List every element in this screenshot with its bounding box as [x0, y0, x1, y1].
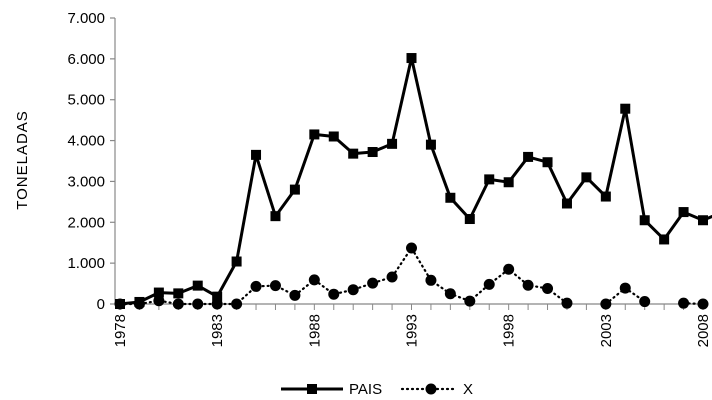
data-point	[503, 263, 515, 275]
data-point	[172, 298, 184, 310]
data-point	[308, 274, 320, 286]
y-tick-label: 2.000	[67, 214, 105, 231]
data-point	[561, 198, 572, 209]
data-point	[367, 277, 379, 289]
data-point	[348, 148, 359, 159]
x-tick-label: 1988	[306, 314, 323, 347]
x-tick-label: 1983	[209, 314, 226, 347]
y-tick-label: 1.000	[67, 255, 105, 272]
legend-item-x: X	[400, 381, 473, 398]
data-point	[367, 147, 378, 158]
data-point	[619, 282, 631, 294]
data-point	[192, 280, 203, 291]
data-point	[445, 192, 456, 203]
data-point	[542, 157, 553, 168]
data-point	[425, 139, 436, 150]
data-point	[173, 288, 184, 299]
x-tick-label: 2003	[598, 314, 615, 347]
data-point	[289, 289, 301, 301]
legend: PAIS X	[281, 381, 473, 398]
data-point	[678, 207, 689, 218]
data-point	[503, 177, 514, 188]
data-point	[561, 297, 573, 309]
data-point	[620, 103, 631, 114]
x-axis: 1978 1983 1988 1993 1998 2003 2008	[112, 303, 712, 347]
data-point	[483, 278, 495, 290]
data-point	[406, 242, 417, 254]
data-point	[114, 298, 126, 310]
data-point	[600, 191, 611, 202]
data-point	[639, 296, 651, 308]
y-tick-label: 3.000	[67, 173, 105, 190]
data-point	[581, 172, 592, 183]
legend-label: PAIS	[349, 381, 382, 398]
data-point	[425, 274, 437, 286]
data-point	[269, 280, 281, 292]
data-point	[386, 271, 398, 283]
x-tick-label: 1993	[404, 314, 421, 347]
legend-marker	[425, 383, 437, 395]
data-point	[523, 151, 534, 162]
data-point	[522, 279, 534, 291]
data-point	[542, 282, 554, 294]
data-point	[309, 129, 320, 140]
data-point	[250, 280, 262, 292]
legend-item-pais: PAIS	[281, 381, 382, 398]
data-point	[698, 215, 708, 226]
x-tick-label: 2008	[695, 314, 712, 347]
data-point	[270, 211, 281, 222]
data-point	[212, 291, 223, 302]
y-tick-label: 6.000	[67, 51, 105, 68]
data-point	[231, 298, 243, 310]
y-axis-title: TONELADAS	[14, 110, 31, 210]
plot-area	[114, 53, 712, 310]
data-point	[464, 214, 475, 225]
series-line	[119, 56, 712, 306]
data-point	[192, 298, 204, 310]
data-point	[444, 288, 456, 300]
data-point	[211, 298, 223, 310]
data-point	[328, 131, 339, 142]
legend-marker	[307, 384, 317, 394]
x-tick-label: 1998	[501, 314, 518, 347]
legend-label: X	[463, 381, 473, 398]
x-tick-label: 1978	[112, 314, 129, 347]
data-point	[231, 256, 242, 267]
data-point	[639, 215, 650, 226]
data-point	[251, 149, 262, 160]
data-point	[697, 298, 709, 310]
y-tick-label: 7.000	[67, 10, 105, 27]
data-point	[153, 295, 165, 307]
series-pais	[115, 53, 712, 309]
data-point	[484, 174, 495, 185]
series-layer	[114, 53, 712, 310]
data-point	[387, 138, 398, 149]
data-point	[464, 295, 476, 307]
y-axis: 0 1.000 2.000 3.000 4.000 5.000 6.000 7.000	[67, 10, 116, 313]
data-point	[328, 288, 340, 300]
data-point	[659, 234, 670, 245]
data-point	[406, 53, 417, 64]
y-tick-label: 5.000	[67, 92, 105, 109]
data-point	[678, 297, 690, 309]
data-point	[600, 298, 612, 310]
series-line	[118, 246, 569, 306]
data-point	[133, 298, 145, 310]
data-point	[347, 284, 359, 296]
y-tick-label: 4.000	[67, 133, 105, 150]
data-point	[289, 184, 300, 195]
series-x	[114, 242, 709, 310]
data-point	[153, 287, 164, 298]
y-tick-label: 0	[97, 296, 105, 313]
